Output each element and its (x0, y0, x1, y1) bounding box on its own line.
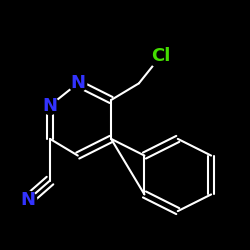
Circle shape (148, 43, 174, 68)
Circle shape (69, 74, 87, 92)
Circle shape (19, 191, 37, 209)
Text: N: N (20, 191, 35, 209)
Circle shape (41, 97, 59, 114)
Text: N: N (70, 74, 85, 92)
Text: Cl: Cl (152, 46, 171, 64)
Text: N: N (42, 96, 58, 114)
